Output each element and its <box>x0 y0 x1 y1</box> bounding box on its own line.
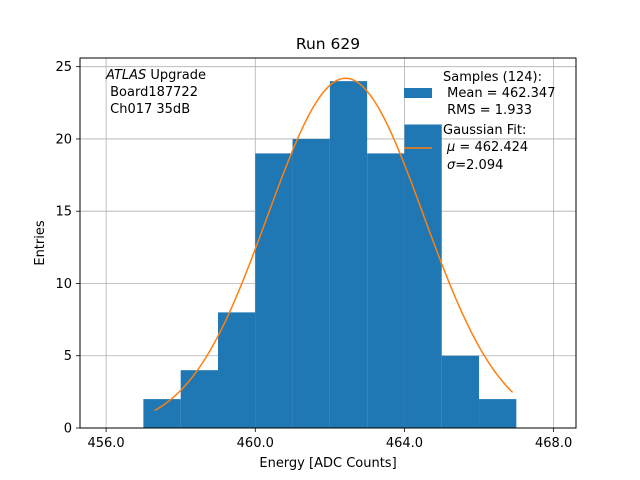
annotation-atlas: ATLAS <box>105 68 146 83</box>
x-tick-label: 468.0 <box>535 436 572 451</box>
mu-symbol: μ <box>446 140 455 155</box>
sigma-value: =2.094 <box>455 158 503 173</box>
y-tick-label: 10 <box>55 277 72 292</box>
y-tick-label: 25 <box>55 60 72 75</box>
y-tick-label: 15 <box>55 205 72 220</box>
y-axis-ticks: 0 5 10 15 20 25 <box>55 60 80 437</box>
sigma-symbol: σ <box>447 158 456 173</box>
legend: Samples (124): Mean = 462.347 RMS = 1.93… <box>404 70 555 173</box>
legend-samples-mean: Mean = 462.347 <box>443 86 555 101</box>
svg-text:ATLAS Upgrade: ATLAS Upgrade <box>105 68 206 83</box>
histogram-bar <box>329 81 368 428</box>
x-axis-label: Energy [ADC Counts] <box>259 456 396 471</box>
atlas-annotation: ATLAS Upgrade Board187722 Ch017 35dB <box>105 68 206 117</box>
histogram-bar <box>367 153 405 428</box>
histogram-bars <box>143 81 517 428</box>
chart-title: Run 629 <box>296 35 360 53</box>
mu-value: = 462.424 <box>455 140 528 155</box>
histogram-bar <box>255 153 293 428</box>
histogram-bar <box>441 355 480 428</box>
plot-frame <box>79 57 577 429</box>
gaussian-fit-curve <box>154 77 514 412</box>
y-tick-label: 20 <box>55 132 72 147</box>
legend-samples-rms: RMS = 1.933 <box>443 103 532 118</box>
x-axis-ticks: 456.0 460.0 464.0 468.0 <box>87 428 572 451</box>
y-tick-label: 0 <box>64 422 72 437</box>
annotation-channel: Ch017 35dB <box>106 102 190 117</box>
x-tick-label: 460.0 <box>237 436 274 451</box>
histogram-bar <box>404 124 442 428</box>
gaussian-fit <box>154 77 514 412</box>
histogram-bar <box>180 370 218 428</box>
legend-fit-sigma: σ=2.094 <box>447 158 503 173</box>
histogram-bar <box>143 399 181 428</box>
legend-fit-title: Gaussian Fit: <box>443 123 526 138</box>
x-tick-label: 456.0 <box>87 436 124 451</box>
histogram-bar <box>479 399 517 428</box>
annotation-board: Board187722 <box>106 85 198 100</box>
annotation-upgrade: Upgrade <box>146 68 206 83</box>
y-tick-label: 5 <box>64 349 72 364</box>
legend-fit-mu: μ = 462.424 <box>446 140 528 155</box>
y-axis-label: Entries <box>33 220 48 266</box>
histogram-bar <box>292 138 330 428</box>
x-tick-label: 464.0 <box>386 436 423 451</box>
legend-samples-title: Samples (124): <box>443 70 542 85</box>
histogram-bar <box>217 312 256 428</box>
legend-samples-swatch <box>404 88 432 98</box>
